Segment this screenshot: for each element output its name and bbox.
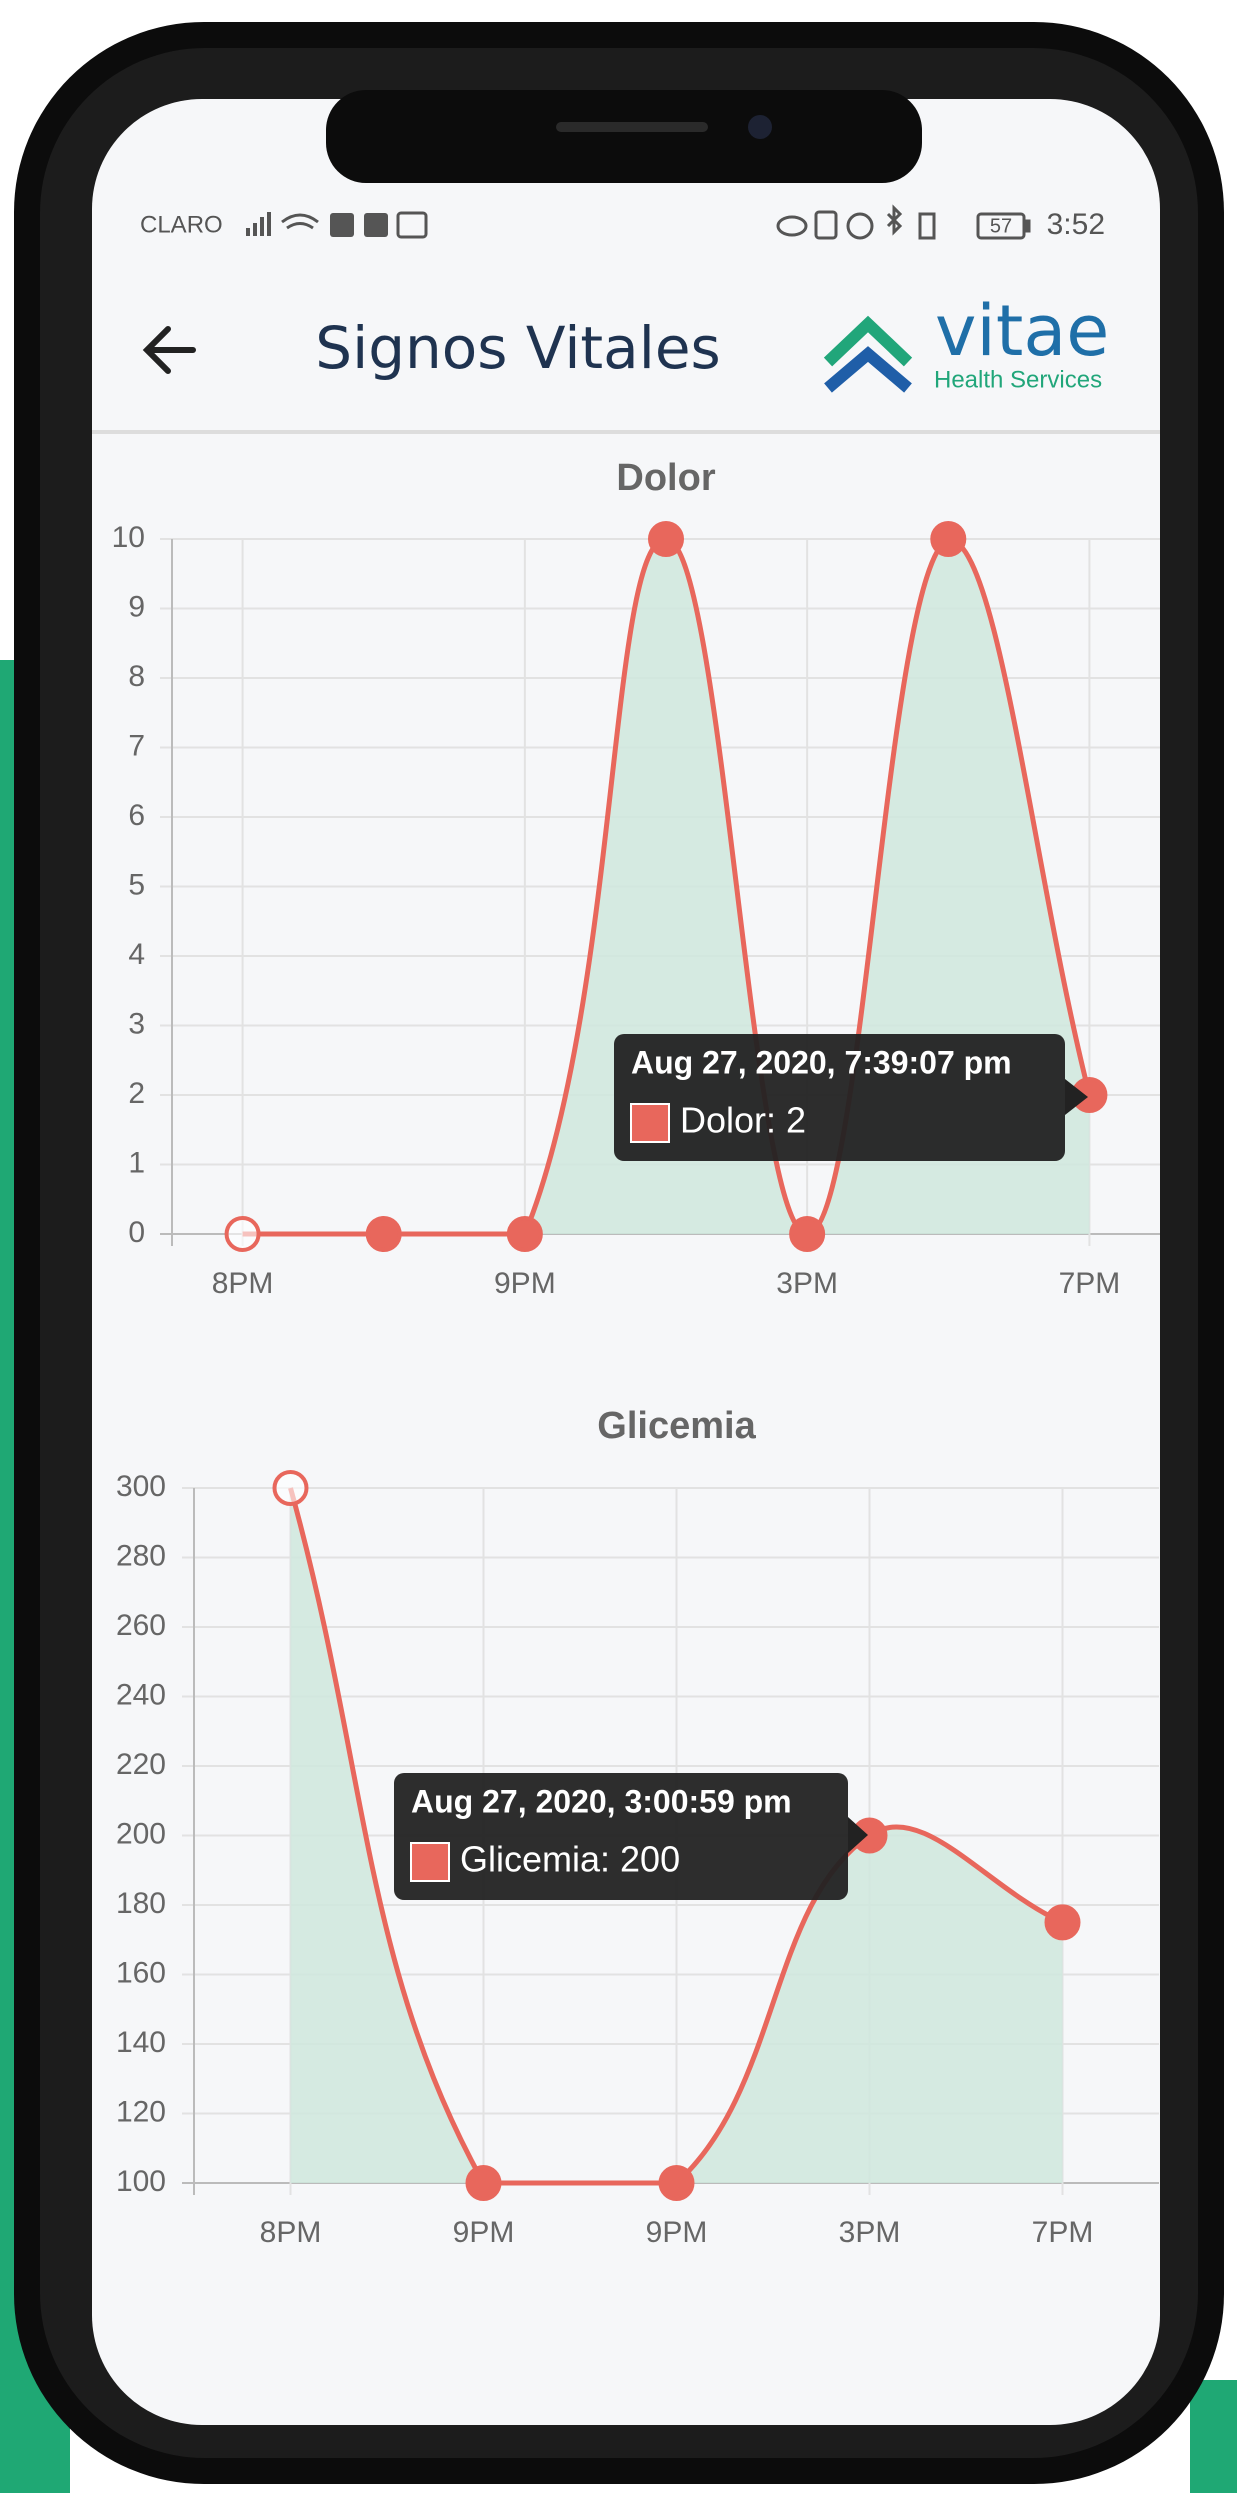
chart-title: Glicemia [597, 1405, 756, 1447]
y-tick-label: 300 [116, 1470, 166, 1503]
point [227, 1218, 259, 1250]
y-tick-label: 5 [128, 868, 145, 901]
screen: CLARO 57 3:52 Signos Vitales vitae Healt… [92, 99, 1160, 2425]
tooltip-swatch [411, 1843, 449, 1881]
x-tick-label: 8PM [212, 1267, 274, 1300]
y-tick-label: 240 [116, 1678, 166, 1711]
camera [748, 115, 772, 139]
point [468, 2167, 500, 2199]
x-tick-label: 8PM [260, 2216, 322, 2249]
point [368, 1218, 400, 1250]
y-tick-label: 140 [116, 2026, 166, 2059]
y-tick-label: 180 [116, 1887, 166, 1920]
y-tick-label: 7 [128, 729, 145, 762]
y-tick-label: 0 [128, 1216, 145, 1249]
point [509, 1218, 541, 1250]
screenshot: CLARO 57 3:52 Signos Vitales vitae Healt… [0, 0, 1237, 2493]
logo-tagline: Health Services [934, 366, 1102, 393]
clock: 3:52 [1047, 208, 1105, 241]
y-tick-label: 10 [112, 521, 145, 554]
y-tick-label: 120 [116, 2095, 166, 2128]
y-tick-label: 1 [128, 1146, 145, 1179]
x-tick-label: 3PM [776, 1267, 838, 1300]
y-tick-label: 200 [116, 1817, 166, 1850]
tooltip-label: Glicemia: 200 [460, 1839, 680, 1880]
tooltip-swatch [631, 1104, 669, 1142]
y-tick-label: 260 [116, 1609, 166, 1642]
carrier: CLARO [140, 211, 223, 238]
y-tick-label: 2 [128, 1077, 145, 1110]
tooltip-title: Aug 27, 2020, 3:00:59 pm [411, 1783, 792, 1819]
background-panel [1190, 2380, 1237, 2493]
x-tick-label: 9PM [494, 1267, 556, 1300]
y-tick-label: 160 [116, 1956, 166, 1989]
x-tick-label: 9PM [453, 2216, 515, 2249]
point [932, 523, 964, 555]
x-tick-label: 9PM [646, 2216, 708, 2249]
y-tick-label: 4 [128, 938, 145, 971]
x-tick-label: 7PM [1059, 1267, 1121, 1300]
point [1047, 1906, 1079, 1938]
page: CLARO 57 3:52 Signos Vitales vitae Healt… [0, 0, 1237, 2493]
speaker [556, 122, 708, 132]
chart-title: Dolor [616, 457, 715, 499]
point [661, 2167, 693, 2199]
y-tick-label: 220 [116, 1748, 166, 1781]
notch [326, 90, 922, 183]
x-tick-label: 3PM [839, 2216, 901, 2249]
battery-level: 57 [990, 215, 1012, 237]
y-tick-label: 3 [128, 1007, 145, 1040]
tooltip-title: Aug 27, 2020, 7:39:07 pm [631, 1044, 1012, 1080]
y-tick-label: 100 [116, 2165, 166, 2198]
y-tick-label: 8 [128, 660, 145, 693]
y-tick-label: 9 [128, 590, 145, 623]
tooltip-label: Dolor: 2 [680, 1100, 806, 1141]
point [650, 523, 682, 555]
logo-name: vitae [935, 290, 1109, 372]
y-tick-label: 280 [116, 1539, 166, 1572]
point [275, 1472, 307, 1504]
point [791, 1218, 823, 1250]
y-tick-label: 6 [128, 799, 145, 832]
x-tick-label: 7PM [1032, 2216, 1094, 2249]
header-divider [92, 430, 1160, 434]
page-title: Signos Vitales [315, 314, 720, 382]
